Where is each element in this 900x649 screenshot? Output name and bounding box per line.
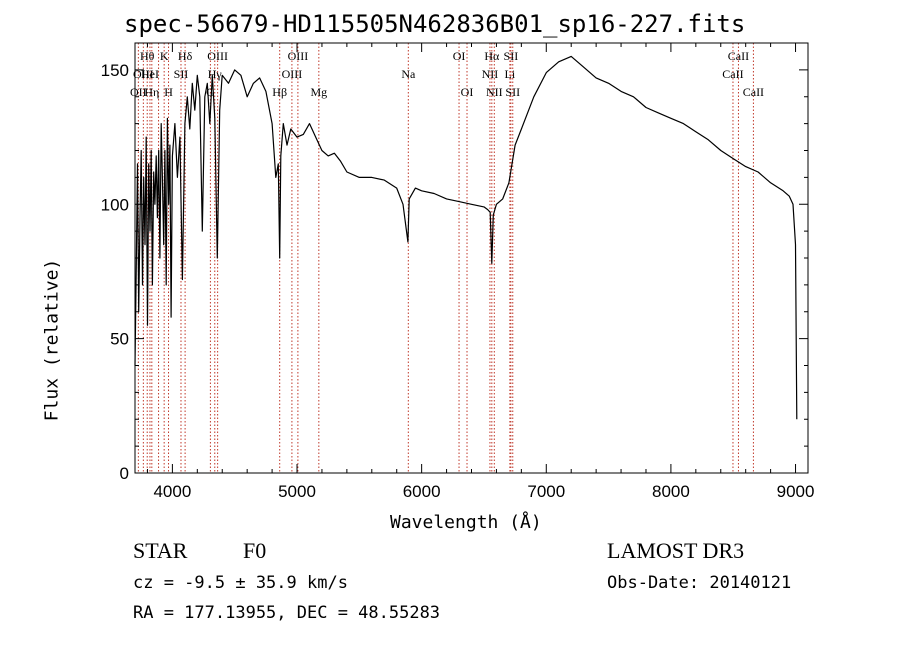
y-axis: 0 50 100 150	[101, 61, 808, 483]
line-label: Hβ	[272, 85, 287, 99]
line-label: NII	[482, 67, 499, 81]
spectrum-series	[134, 55, 798, 420]
line-label: OI	[461, 85, 474, 99]
spectrum-line	[134, 55, 798, 420]
x-tick-label: 4000	[153, 482, 191, 501]
line-label: SII	[504, 49, 519, 63]
line-label: G	[206, 85, 215, 99]
line-label: OIII	[288, 49, 309, 63]
line-label: OIII	[282, 67, 303, 81]
object-class: STAR	[133, 538, 188, 563]
x-tick-label: 7000	[527, 482, 565, 501]
line-label: Li	[505, 67, 516, 81]
line-label: CaII	[722, 67, 743, 81]
line-label: HeI	[141, 67, 159, 81]
line-label: Mg	[310, 85, 327, 99]
line-label: OIII	[133, 67, 154, 81]
plot-frame	[134, 42, 809, 474]
x-tick-label: 8000	[652, 482, 690, 501]
line-label: CaII	[743, 85, 764, 99]
line-label: SII	[174, 67, 189, 81]
line-label: Hδ	[178, 49, 193, 63]
survey-name: LAMOST DR3	[607, 538, 745, 563]
x-tick-label: 5000	[278, 482, 316, 501]
line-label: K	[160, 49, 169, 63]
line-markers	[137, 43, 754, 473]
line-label: SII	[505, 85, 520, 99]
line-label: Hη	[144, 85, 159, 99]
line-label: OII	[130, 85, 147, 99]
line-label: OI	[453, 49, 466, 63]
redshift-cz: cz = -9.5 ± 35.9 km/s	[133, 573, 348, 593]
y-tick-label: 0	[120, 464, 129, 483]
line-label: Na	[401, 67, 416, 81]
y-tick-label: 50	[110, 330, 129, 349]
object-subclass: F0	[243, 538, 267, 563]
x-tick-label: 9000	[777, 482, 815, 501]
line-label: Hα	[484, 49, 500, 63]
line-label: H	[164, 85, 173, 99]
line-label: NII	[486, 85, 503, 99]
line-label: Hθ	[140, 49, 155, 63]
ra-dec-coordinates: RA = 177.13955, DEC = 48.55283	[133, 603, 441, 623]
x-axis: 4000 5000 6000 7000 8000 9000	[146, 43, 815, 501]
line-label: CaII	[728, 49, 749, 63]
line-label: OIII	[207, 49, 228, 63]
observation-date: Obs-Date: 20140121	[607, 573, 792, 593]
line-label: Hγ	[208, 67, 223, 81]
y-tick-label: 100	[101, 195, 129, 214]
x-axis-label: Wavelength (Å)	[390, 512, 542, 533]
x-tick-label: 6000	[403, 482, 441, 501]
chart-title: spec-56679-HD115505N462836B01_sp16-227.f…	[124, 10, 746, 38]
y-tick-label: 150	[101, 61, 129, 80]
